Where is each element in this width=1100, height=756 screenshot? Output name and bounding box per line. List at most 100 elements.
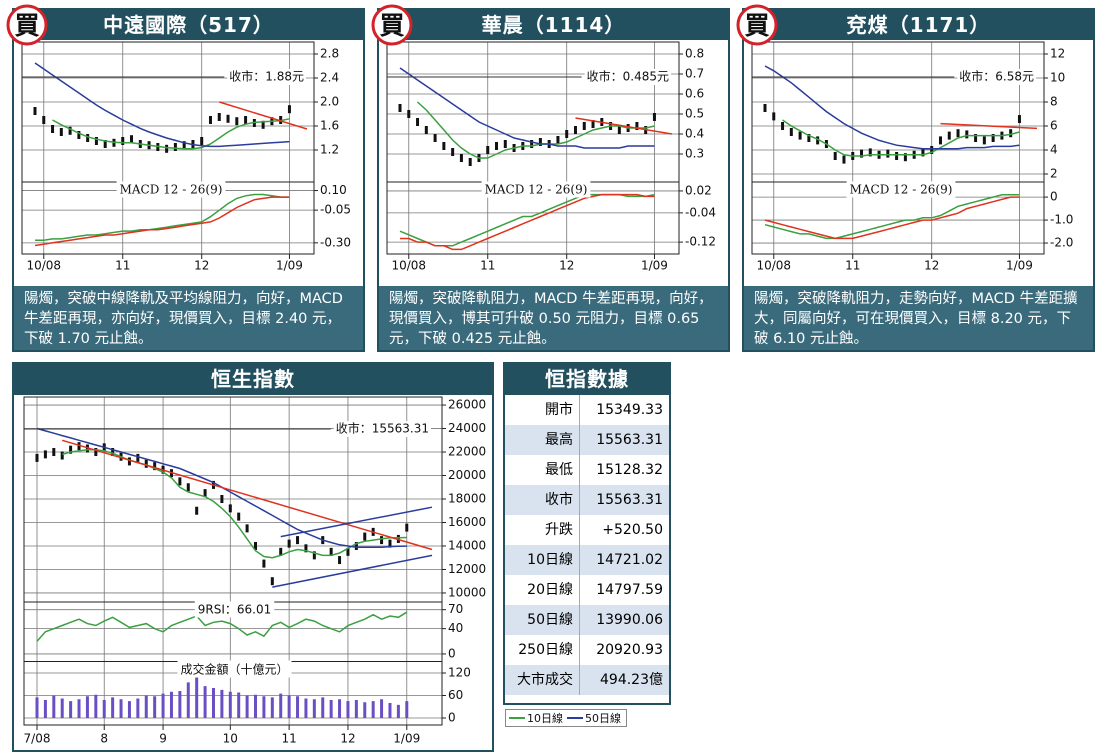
bar — [405, 701, 409, 718]
candle — [617, 126, 621, 134]
candle — [208, 116, 212, 124]
candle — [965, 130, 969, 139]
x-tick-label: 10/08 — [26, 259, 61, 273]
candle — [153, 462, 157, 471]
row-label: 大市成交 — [505, 665, 580, 695]
y-tick-label: 22000 — [448, 445, 486, 459]
bar — [52, 695, 56, 718]
candle — [42, 116, 46, 124]
row-value: +520.50 — [602, 522, 663, 538]
y-tick-label: 10000 — [448, 585, 486, 599]
bar — [136, 698, 140, 718]
trend-line — [61, 439, 433, 551]
table-row: 250日線 20920.93 — [505, 635, 669, 665]
candle — [220, 495, 224, 504]
x-tick-label: 9 — [159, 732, 167, 746]
row-label: 最低 — [505, 455, 580, 485]
y-tick-label: 2.8 — [320, 47, 339, 61]
candle — [304, 544, 308, 553]
candle — [974, 134, 978, 142]
candle — [635, 122, 639, 130]
badge-circle — [371, 4, 413, 46]
bar — [43, 700, 47, 718]
annotation: 收市：15563.31 — [336, 421, 429, 436]
row-value: 20920.93 — [596, 642, 663, 658]
x-tick-label: 10/08 — [756, 259, 791, 273]
candle — [33, 107, 37, 115]
chart: 12 10 8 6 4 2 收市：6.58元 0 -1.0 -2.0 10/08 11 12 1/09 MA… — [751, 41, 1073, 273]
candle — [165, 144, 169, 153]
y-tick-label: 0 — [448, 711, 456, 725]
badge-text: 買 — [744, 11, 769, 40]
candle — [60, 451, 64, 460]
x-tick-label: 11 — [480, 259, 495, 273]
index-panel: 恒生指數 26000 24000 22000 20000 18000 16000 14000… — [12, 362, 494, 752]
candle — [363, 532, 367, 541]
candle — [886, 149, 890, 158]
candle — [346, 547, 350, 556]
candle — [52, 448, 56, 457]
y-tick-label: -0.05 — [320, 203, 351, 217]
legend-box — [505, 709, 627, 727]
candle — [956, 129, 960, 138]
candle — [833, 152, 837, 160]
bar — [270, 697, 274, 718]
x-tick-label: 10 — [223, 732, 238, 746]
panel-label: MACD 12 - 26(9) — [120, 183, 223, 197]
candle — [798, 131, 802, 140]
candle — [35, 453, 39, 462]
label-bg — [957, 69, 1036, 85]
candle — [398, 104, 402, 112]
bar — [178, 691, 182, 718]
candle — [69, 445, 73, 454]
trend-line — [940, 122, 1038, 130]
candle — [144, 459, 148, 468]
grid — [387, 42, 679, 254]
y-tick-label: 20000 — [448, 468, 486, 482]
bar — [380, 699, 384, 718]
bar — [195, 676, 199, 718]
bar — [85, 696, 89, 718]
panel-label: 成交金額（十億元） — [180, 662, 288, 677]
y-tick-label: 26000 — [448, 398, 486, 412]
candle — [136, 453, 140, 462]
candle — [573, 126, 577, 134]
series-line — [61, 448, 407, 559]
y-tick-label: 4 — [1050, 143, 1058, 157]
bar — [254, 694, 258, 718]
annotation: 收市：0.485元 — [587, 69, 669, 84]
bar — [237, 692, 241, 718]
bar — [388, 703, 392, 718]
y-tick-label: 24000 — [448, 421, 486, 435]
plot-frame — [23, 396, 443, 726]
candle — [77, 131, 81, 139]
y-tick-label: 18000 — [448, 492, 486, 506]
badge-text: 買 — [379, 11, 404, 40]
row-value: 13990.06 — [596, 612, 663, 628]
x-tick-label: 11 — [845, 259, 860, 273]
bar — [396, 704, 400, 718]
bar — [161, 693, 165, 718]
annotation: 9RSI：66.01 — [198, 603, 271, 617]
bar — [287, 695, 291, 718]
bar — [279, 693, 283, 718]
y-tick-label: 2 — [1050, 167, 1058, 181]
panel-title: 華晨（1114） — [379, 10, 728, 40]
candle — [433, 134, 437, 142]
table-row: 最高 15563.31 — [505, 425, 669, 455]
candle — [94, 448, 98, 457]
row-label: 20日線 — [505, 575, 580, 605]
candle — [68, 126, 72, 135]
bar — [321, 697, 325, 718]
y-tick-label: 0.02 — [685, 183, 712, 197]
candle — [789, 128, 793, 136]
series-line — [399, 67, 655, 149]
candle — [329, 547, 333, 556]
candle — [262, 559, 266, 568]
candle — [121, 137, 125, 145]
candle — [416, 118, 420, 126]
y-tick-label: 8 — [1050, 95, 1058, 109]
trend-line — [280, 506, 433, 538]
series-line — [764, 194, 1020, 240]
